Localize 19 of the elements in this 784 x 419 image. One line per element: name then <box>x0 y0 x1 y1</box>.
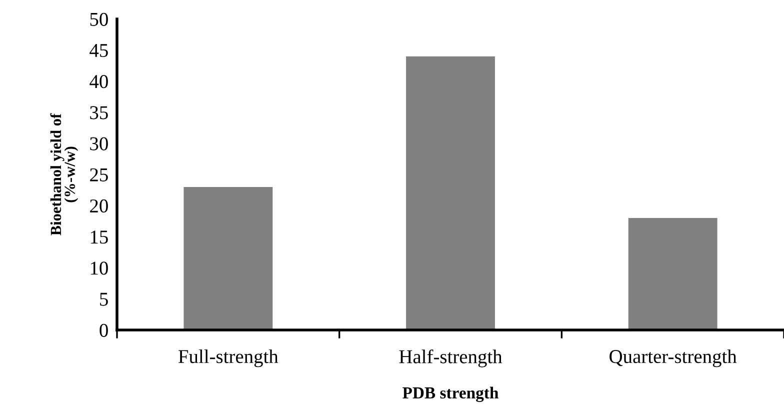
x-tick-label: Full-strength <box>178 349 278 368</box>
y-tick-label: 30 <box>90 137 108 150</box>
bar <box>406 56 495 330</box>
y-tick-label: 10 <box>90 262 108 275</box>
y-tick-label: 20 <box>90 199 108 213</box>
y-tick-label: 15 <box>90 230 108 244</box>
y-axis-title: Bioethanol yield of (%-w/w) <box>50 113 78 236</box>
bar <box>184 186 273 330</box>
y-tick-label: 45 <box>90 44 108 58</box>
x-tick-label: Half-strength <box>399 349 502 368</box>
y-tick-label: 40 <box>90 75 108 88</box>
y-tick-label: 5 <box>100 292 108 306</box>
y-tick-label: 50 <box>90 12 108 26</box>
x-tick-label: Quarter-strength <box>610 349 737 368</box>
bar <box>628 218 718 330</box>
y-tick-label: 0 <box>100 324 108 337</box>
y-tick-label: 35 <box>90 106 108 120</box>
x-axis-title: PDB strength <box>402 386 498 402</box>
y-tick-label: 25 <box>90 168 108 182</box>
